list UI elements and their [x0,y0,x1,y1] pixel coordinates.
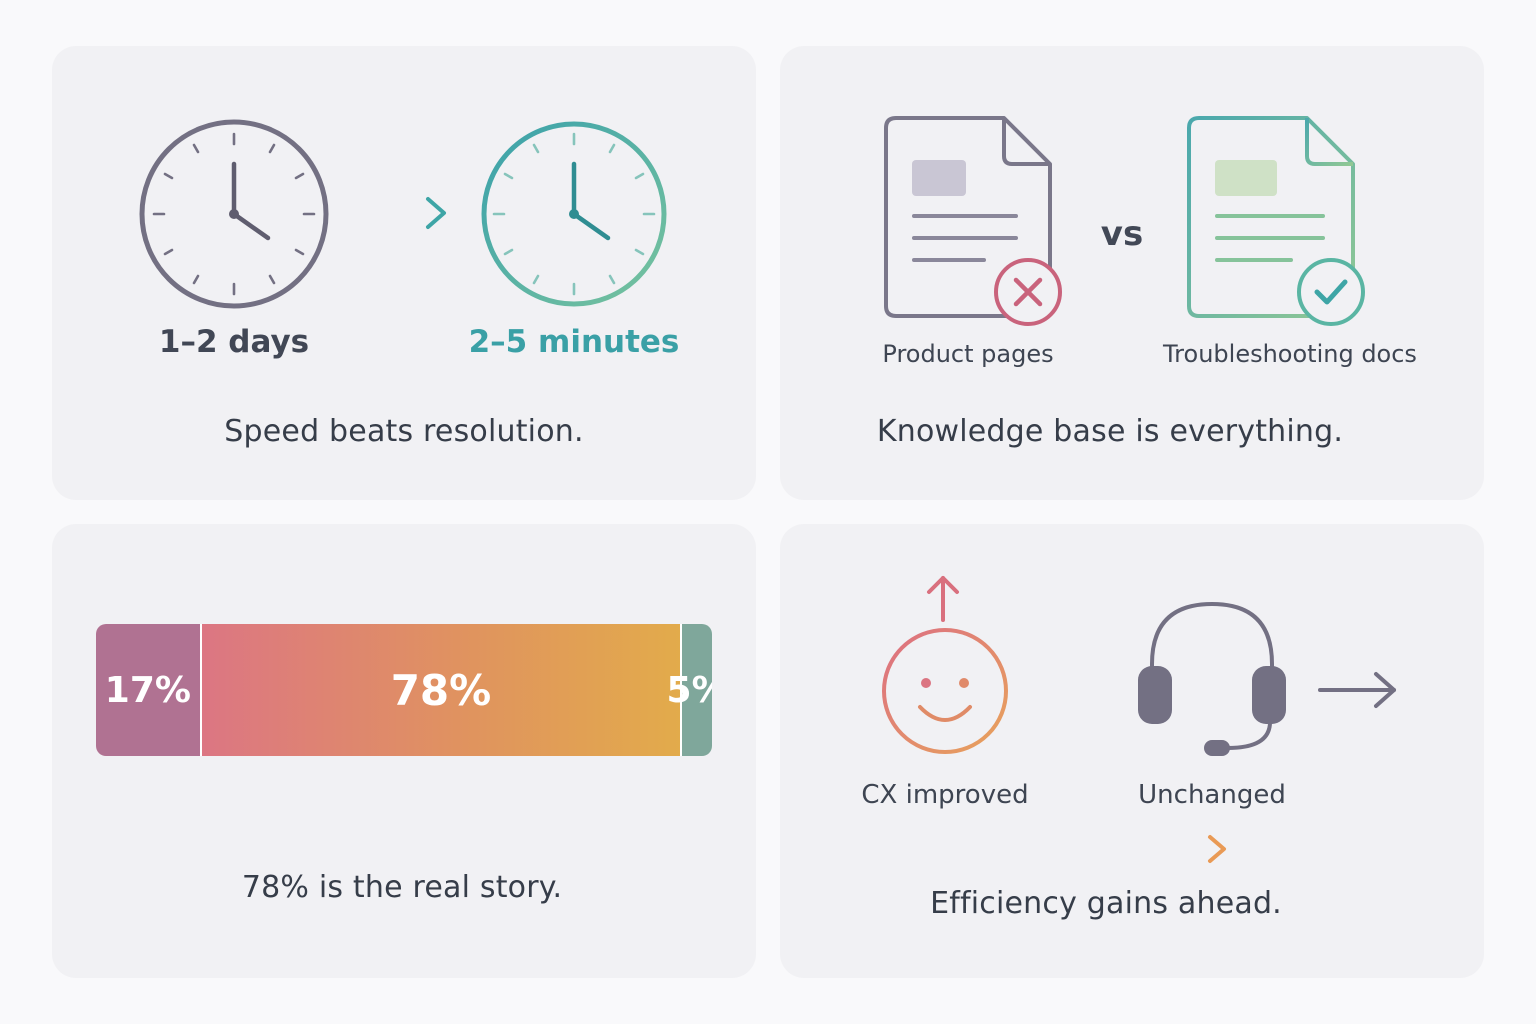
cx-caption: Efficiency gains ahead. [930,886,1282,921]
bar-segment-label: 78% [390,665,492,715]
knowledge-card: vs Product pages Troubleshooting docs Kn… [780,46,1484,500]
speed-card: 1–2 days 2–5 minutes Speed beats resolut… [52,46,756,500]
arrow-right-icon [1318,672,1396,708]
arrow-up-icon [927,576,959,622]
document-x-icon [884,116,1062,326]
bar-segment-78: 78% [201,624,681,756]
headset-icon [1138,601,1286,756]
stacked-bar: 17% 78% 5% [96,624,712,756]
unchanged-label: Unchanged [1138,780,1286,810]
before-time-label: 1–2 days [158,324,310,360]
product-pages-label: Product pages [882,340,1054,368]
bar-segment-label: 5% [666,669,712,711]
clock-after-icon [481,121,667,307]
cx-card: CX improved Unchanged Efficiency gains a… [780,524,1484,978]
arrow-right-icon [360,197,446,229]
bar-segment-17: 17% [96,624,200,756]
smiley-icon [882,628,1008,754]
speed-caption: Speed beats resolution. [224,414,584,449]
after-time-label: 2–5 minutes [468,324,680,360]
document-check-icon [1187,116,1365,326]
bar-segment-label: 17% [104,669,191,711]
split-card: 17% 78% 5% 78% is the real story. [52,524,756,978]
clock-before-icon [139,119,329,309]
knowledge-caption: Knowledge base is everything. [876,414,1344,449]
troubleshooting-docs-label: Troubleshooting docs [1163,340,1417,368]
vs-label: vs [1100,214,1144,254]
dashed-arrow-icon [982,835,1226,863]
split-caption: 78% is the real story. [241,870,563,905]
cx-improved-label: CX improved [861,780,1029,810]
bar-segment-5: 5% [667,624,712,756]
